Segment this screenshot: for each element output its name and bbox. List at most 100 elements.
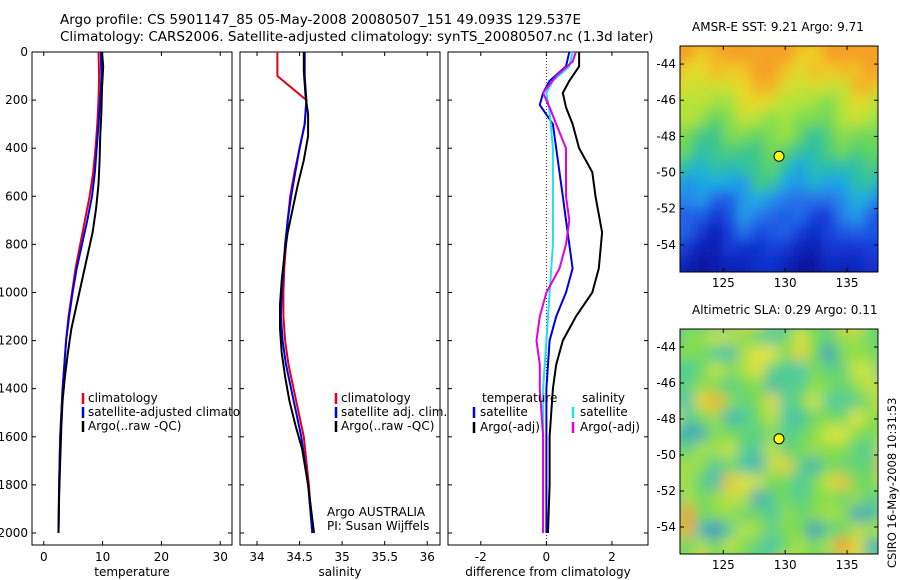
field-cell	[878, 490, 893, 507]
field-cell	[878, 224, 893, 241]
field-cell	[793, 537, 809, 554]
field-cell	[863, 142, 878, 160]
field-cell	[878, 46, 893, 63]
map-y-tick-label: -54	[656, 238, 676, 252]
field-cell	[849, 110, 865, 128]
field-cell	[764, 175, 780, 193]
field-cell	[680, 255, 696, 272]
field-cell	[764, 62, 780, 80]
field-cell	[722, 159, 738, 177]
field-cell	[750, 159, 766, 177]
field-cell	[849, 473, 865, 491]
field-cell	[680, 46, 681, 47]
field-cell	[779, 329, 795, 347]
field-cell	[750, 329, 766, 330]
sst-map: 125 130 135 -44 -46 -48 -50 -52 -54	[656, 45, 893, 290]
field-cell	[821, 441, 837, 459]
field-cell	[793, 329, 809, 347]
field-cell	[863, 191, 878, 209]
field-cell	[736, 345, 752, 363]
field-cell	[835, 457, 851, 475]
field-cell	[779, 345, 795, 363]
field-cell	[863, 46, 878, 64]
legend-label: Argo(..raw -QC)	[88, 419, 181, 433]
plot-frame	[31, 51, 233, 546]
field-cell	[793, 457, 809, 475]
legend-group-title: temperature	[482, 391, 557, 405]
x-axis-label: difference from climatology	[465, 565, 631, 579]
field-cell	[736, 239, 752, 257]
field-cell	[708, 361, 724, 379]
legend-label: satellite	[480, 405, 528, 419]
field-cell	[863, 441, 878, 459]
y-tick-label: 1400	[0, 382, 28, 396]
field-cell	[736, 94, 752, 112]
field-cell	[694, 175, 710, 193]
field-cell	[821, 457, 837, 475]
field-cell	[708, 94, 724, 112]
field-cell	[708, 441, 724, 459]
field-cell	[821, 409, 837, 427]
field-cell	[821, 239, 837, 257]
field-cell	[680, 255, 681, 272]
legend-group-title: salinity	[582, 391, 625, 405]
field-cell	[708, 489, 724, 507]
field-cell	[736, 489, 752, 507]
map-x-tick-label: 135	[836, 276, 859, 290]
field-cell	[750, 142, 766, 160]
field-cell	[835, 361, 851, 379]
field-cell	[849, 223, 865, 241]
field-cell	[793, 473, 809, 491]
x-tick-label: 35.5	[371, 550, 398, 564]
field-cell	[764, 393, 780, 411]
field-cell	[708, 239, 724, 257]
map-y-tick-label: -52	[656, 202, 676, 216]
field-cell	[849, 78, 865, 96]
field-cell	[878, 329, 893, 346]
field-cell	[750, 94, 766, 112]
field-cell	[750, 46, 766, 47]
field-cell	[680, 505, 696, 523]
field-cell	[750, 521, 766, 539]
field-cell	[722, 126, 738, 144]
field-cell	[736, 191, 752, 209]
field-cell	[764, 329, 780, 330]
field-cell	[764, 191, 780, 209]
field-cell	[849, 393, 865, 411]
field-cell	[821, 393, 837, 411]
field-cell	[708, 537, 724, 554]
field-cell	[764, 239, 780, 257]
field-cell	[779, 409, 795, 427]
field-cell	[878, 111, 893, 128]
map-x-tick-label: 125	[712, 558, 735, 572]
field-cell	[849, 159, 865, 177]
field-cell	[779, 393, 795, 411]
field-cell	[849, 441, 865, 459]
field-cell	[793, 191, 809, 209]
field-cell	[694, 159, 710, 177]
field-cell	[821, 425, 837, 443]
field-cell	[694, 505, 710, 523]
x-tick-label: 10	[95, 550, 110, 564]
field-cell	[736, 329, 752, 347]
field-cell	[764, 377, 780, 395]
field-cell	[680, 329, 696, 347]
field-cell	[807, 62, 823, 80]
field-cell	[694, 329, 710, 330]
field-cell	[694, 110, 710, 128]
field-cell	[736, 441, 752, 459]
field-cell	[878, 256, 893, 273]
field-cell	[764, 361, 780, 379]
field-cell	[736, 255, 752, 272]
field-cell	[863, 521, 878, 539]
field-cell	[849, 345, 865, 363]
field-cell	[835, 78, 851, 96]
field-cell	[779, 223, 795, 241]
field-cell	[863, 239, 878, 257]
field-cell	[708, 78, 724, 96]
field-cell	[722, 255, 738, 272]
field-cell	[863, 126, 878, 144]
field-cell	[807, 393, 823, 411]
field-cell	[764, 329, 780, 347]
map-y-tick-label: -44	[656, 57, 676, 71]
